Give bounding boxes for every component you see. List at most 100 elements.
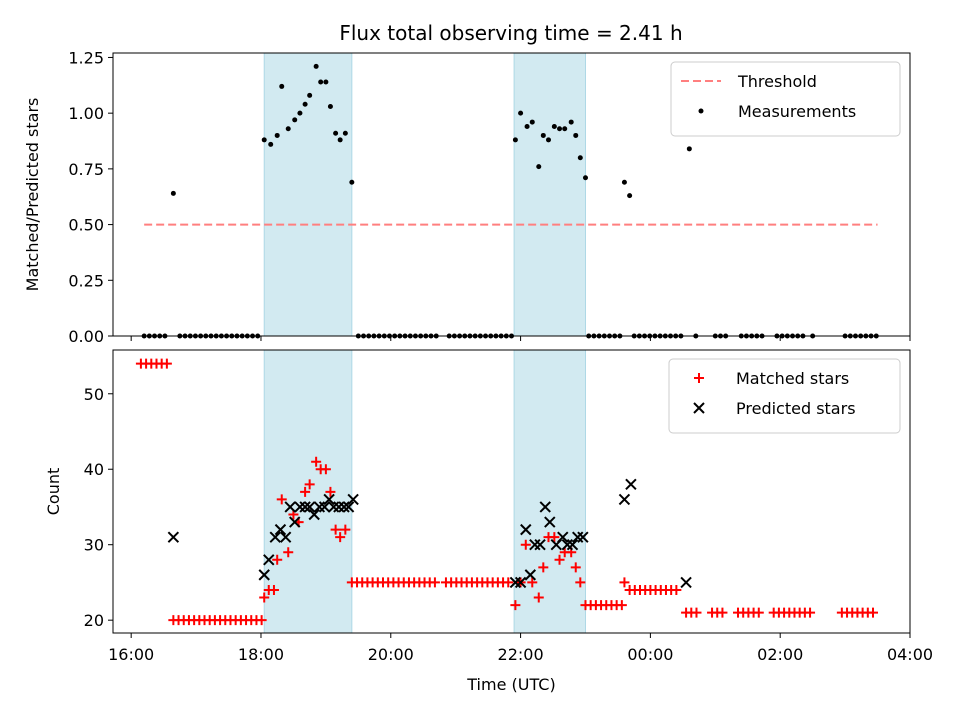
matched-star-marker: [616, 600, 627, 611]
predicted-star-marker: [327, 501, 340, 513]
x-tick-label: 02:00: [757, 645, 803, 664]
matched-star-marker: [283, 547, 294, 558]
legend-label: Matched stars: [736, 369, 849, 388]
measurement-point: [627, 193, 633, 199]
measurement-point: [302, 101, 308, 107]
matched-star-marker: [161, 358, 172, 369]
measurement-point: [333, 130, 339, 136]
y-tick-label: 40: [84, 460, 104, 479]
predicted-star-marker: [520, 523, 532, 536]
legend-label: Threshold: [737, 72, 817, 91]
matched-star-marker: [256, 615, 267, 626]
y-tick-label: 0.25: [68, 271, 104, 290]
matched-star-marker: [340, 524, 351, 535]
axes-frame: [112, 52, 911, 337]
predicted-star-marker: [529, 538, 541, 551]
predicted-star-marker: [561, 538, 574, 551]
predicted-star-marker: [313, 501, 326, 513]
measurement-point: [557, 126, 563, 132]
predicted-star-marker: [534, 538, 546, 551]
matched-star-marker: [717, 607, 728, 618]
measurement-point: [279, 83, 285, 89]
predicted-star-marker: [333, 501, 345, 513]
measurement-point: [274, 132, 280, 138]
measurement-point: [512, 137, 518, 143]
measurement-point: [285, 126, 291, 132]
predicted-star-marker: [323, 493, 335, 506]
predicted-star-marker: [308, 508, 320, 521]
matched-star-marker: [272, 554, 283, 565]
predicted-star-marker: [294, 501, 306, 513]
measurement-point: [686, 146, 692, 152]
x-tick-label: 20:00: [368, 645, 414, 664]
predicted-star-marker: [625, 478, 637, 491]
predicted-star-marker: [263, 554, 275, 566]
matched-star-marker: [276, 494, 287, 505]
measurement-point: [327, 103, 333, 109]
legend-label: Predicted stars: [736, 399, 856, 418]
measurement-point: [323, 79, 329, 85]
x-tick-label: 00:00: [627, 645, 673, 664]
measurement-point: [170, 190, 176, 196]
measurement-point: [349, 179, 355, 185]
measurement-point: [307, 92, 313, 98]
matched-star-marker: [330, 524, 341, 535]
predicted-star-marker: [342, 501, 355, 513]
predicted-star-marker: [680, 576, 692, 589]
x-tick-label: 16:00: [108, 645, 154, 664]
y-tick-label: 30: [84, 536, 104, 555]
predicted-star-marker: [557, 531, 569, 543]
matched-star-marker: [510, 600, 521, 611]
matched-star-marker: [325, 486, 336, 497]
measurement-point: [582, 175, 588, 181]
measurement-point: [551, 124, 557, 130]
legend-box: [670, 61, 901, 137]
matched-star-marker: [533, 592, 544, 603]
measurement-point: [337, 137, 343, 143]
measurement-point: [562, 126, 568, 132]
y-tick-label: 1.25: [68, 48, 104, 67]
measurement-point: [577, 155, 583, 161]
matched-star-marker: [503, 577, 514, 588]
axes-frame: [112, 349, 911, 634]
legend-label: Measurements: [738, 102, 856, 121]
matched-star-marker: [671, 584, 682, 595]
matched-star-marker: [619, 577, 630, 588]
legend: Threshold Measurements: [670, 61, 901, 137]
measurement-point: [568, 119, 574, 125]
legend-measurement-swatch: [698, 108, 704, 114]
matched-star-marker: [300, 486, 311, 497]
y-tick-label: 50: [84, 385, 104, 404]
matched-star-marker: [570, 562, 581, 573]
legend-predicted-swatch: [693, 402, 705, 414]
predicted-star-marker: [167, 531, 180, 543]
matched-star-marker: [538, 562, 549, 573]
matched-star-marker: [304, 479, 315, 490]
legend-matched-swatch: [694, 373, 704, 383]
y-axis-label: Count: [44, 468, 63, 516]
matched-star-marker: [554, 554, 565, 565]
legend: Matched stars Predicted stars: [668, 358, 901, 434]
measurement-point: [524, 124, 530, 130]
top-panel: 0.00 0.25 0.50 0.75 1.00 1.25 Matched/Predicte…: [23, 48, 911, 346]
matched-star-marker: [868, 607, 879, 618]
y-tick-label: 0.75: [68, 160, 104, 179]
matched-star-marker: [268, 584, 279, 595]
matched-star-marker: [429, 577, 440, 588]
matched-star-marker: [805, 607, 816, 618]
predicted-star-marker: [279, 531, 292, 543]
predicted-star-marker: [539, 501, 551, 513]
predicted-star-marker: [577, 531, 589, 543]
predicted-star-marker: [509, 576, 522, 589]
matched-star-marker: [753, 607, 764, 618]
predicted-star-marker: [274, 523, 287, 536]
legend-box: [668, 358, 901, 434]
measurement-point: [621, 179, 627, 185]
measurement-point: [342, 130, 348, 136]
predicted-star-marker: [258, 569, 270, 581]
matched-star-marker: [527, 577, 538, 588]
measurement-point: [261, 137, 267, 143]
matched-star-marker: [320, 464, 331, 475]
measurement-point: [573, 132, 579, 138]
